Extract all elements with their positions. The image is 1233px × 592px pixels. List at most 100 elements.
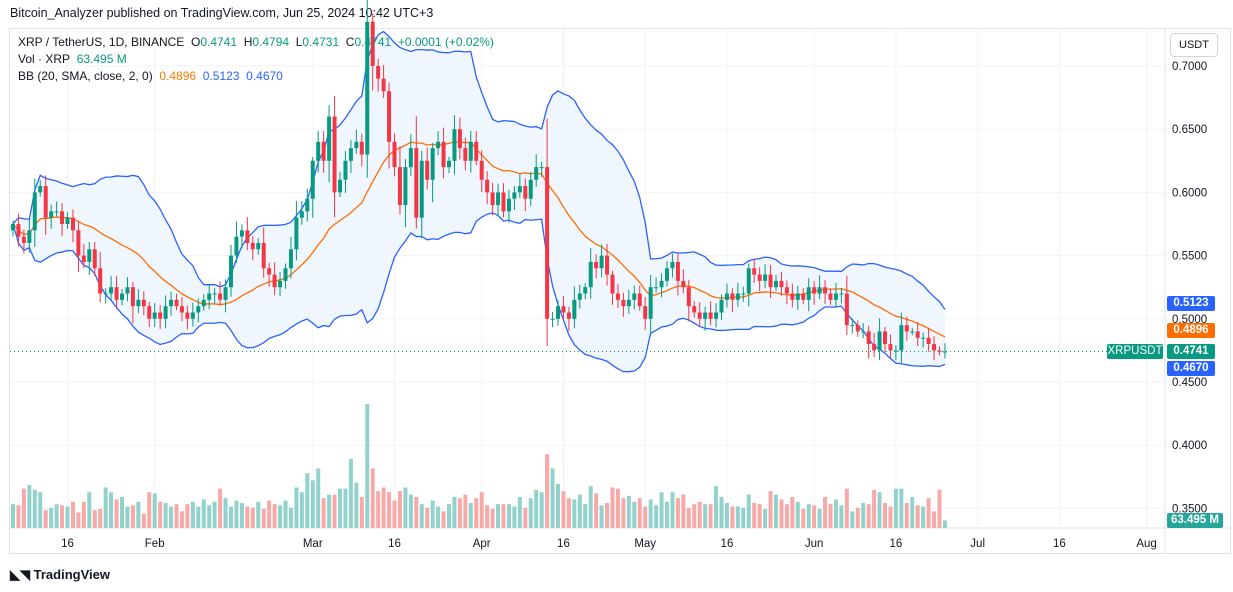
candle (174, 293, 179, 311)
candle (321, 131, 326, 173)
candle (942, 343, 947, 359)
candle (937, 346, 942, 356)
candle-body (419, 160, 424, 218)
candle (703, 306, 708, 331)
candle (92, 242, 97, 277)
bb-fill (13, 31, 945, 372)
candle (310, 157, 315, 218)
candle (654, 277, 659, 293)
candle (741, 286, 746, 302)
candle (523, 178, 528, 212)
candle-body (32, 192, 37, 231)
candle-body (27, 230, 32, 243)
candle (752, 258, 757, 283)
candle (256, 238, 261, 255)
volume-bar (392, 500, 397, 528)
candle (430, 142, 435, 203)
candle (806, 278, 811, 312)
volume-bar (724, 502, 729, 528)
x-tick-label: 16 (721, 538, 734, 550)
candle (566, 306, 571, 331)
tradingview-logo[interactable]: ◣◥ TradingView (10, 567, 110, 583)
x-tick-label: 16 (1053, 538, 1066, 550)
candle-body (594, 261, 599, 269)
candle (599, 244, 604, 278)
volume-bar (305, 473, 310, 528)
candle (103, 288, 108, 304)
candle (141, 291, 146, 316)
candle-body (572, 299, 577, 319)
candle-body (910, 331, 915, 333)
candle (561, 295, 566, 320)
bb-basis-badge: 0.4896 (1167, 323, 1215, 338)
candle (539, 161, 544, 177)
candle (60, 203, 65, 237)
volume-bar (779, 499, 784, 528)
candle-body (414, 148, 419, 218)
candle-body (632, 293, 637, 300)
candle (910, 327, 915, 336)
candle-body (724, 293, 729, 300)
volume-bar (283, 500, 288, 528)
candle-body (87, 249, 92, 262)
symbol-badge: XRPUSDT (1107, 344, 1163, 359)
volume-legend[interactable]: Vol · XRP 63.495 M (18, 52, 127, 66)
volume-bar (861, 502, 866, 528)
candle-body (201, 299, 206, 307)
candle-body (294, 217, 299, 250)
candle-body (823, 287, 828, 294)
candle (528, 171, 533, 206)
candle (675, 253, 680, 296)
candle-body (397, 167, 402, 206)
publisher-line: Bitcoin_Analyzer published on TradingVie… (10, 6, 434, 20)
candle (681, 269, 686, 294)
volume-bar (610, 487, 615, 528)
volume-bar (692, 504, 697, 528)
candle (147, 301, 152, 328)
volume-bar (888, 506, 893, 528)
candle (229, 244, 233, 297)
candle-body (610, 274, 615, 294)
candle (32, 178, 37, 247)
candle-body (65, 217, 70, 224)
candle (201, 294, 206, 311)
volume-bar (790, 497, 795, 528)
candle (665, 261, 669, 287)
candle-body (327, 116, 332, 161)
candle-body (207, 293, 212, 300)
candle-body (801, 293, 806, 300)
symbol-title[interactable]: XRP / TetherUS, 1D, BINANCE (18, 35, 185, 49)
candle-body (844, 293, 849, 326)
candle (637, 285, 642, 311)
close-value: 0.4741 (354, 35, 392, 49)
volume-bar (76, 512, 81, 528)
candle-body (441, 141, 446, 168)
candle (926, 327, 931, 352)
candle (120, 289, 124, 306)
volume-bar (452, 497, 457, 528)
candle (915, 322, 920, 347)
candle-body (556, 306, 560, 319)
candle-body (872, 344, 877, 351)
volume-bar (534, 489, 539, 528)
volume-bar (163, 502, 168, 528)
candle-body (643, 306, 648, 319)
candle-body (534, 167, 539, 180)
x-tick-label: Feb (145, 538, 165, 550)
volume-bar (844, 488, 849, 528)
candle (708, 301, 713, 326)
currency-button[interactable]: USDT (1170, 33, 1218, 57)
bb-legend[interactable]: BB (20, SMA, close, 2, 0) 0.4896 0.5123 … (18, 69, 283, 83)
candle (833, 282, 838, 307)
candle-body (343, 160, 348, 180)
candle (724, 283, 729, 308)
candle (512, 185, 517, 210)
candle (332, 95, 337, 218)
volume-bar (354, 482, 359, 528)
candle-body (158, 312, 163, 319)
candle (572, 286, 577, 329)
candle (125, 277, 130, 302)
volume-bar (626, 495, 631, 528)
candle-body (659, 280, 664, 288)
